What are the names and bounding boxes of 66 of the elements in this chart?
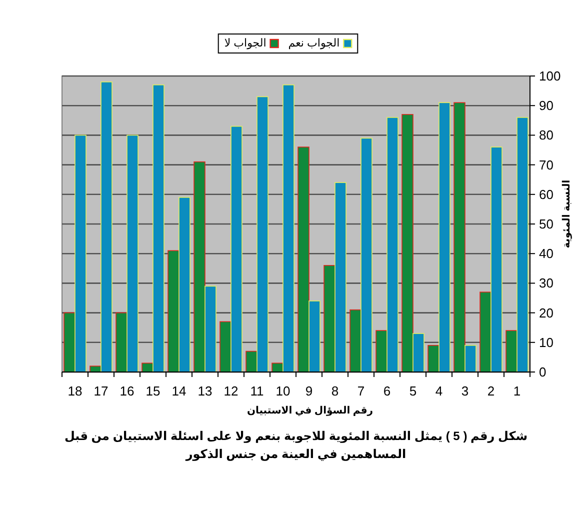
bar: [516, 117, 528, 372]
bar: [168, 250, 180, 372]
x-tick-label: 15: [146, 384, 160, 398]
bar: [282, 84, 294, 372]
bar: [64, 312, 76, 372]
bar: [490, 146, 502, 372]
y-tick-label: 60: [539, 186, 554, 202]
legend-label: الجواب لا: [224, 38, 266, 50]
x-axis-title: رقم السؤال في الاستبيان: [246, 406, 374, 416]
bar: [220, 321, 232, 372]
x-tick-label: 13: [198, 384, 212, 398]
bar: [74, 134, 86, 372]
x-tick-label: 5: [409, 384, 417, 398]
x-tick-label: 9: [305, 384, 313, 398]
bar: [178, 196, 190, 372]
y-tick-label: 90: [539, 98, 554, 114]
bar: [308, 300, 320, 372]
x-tick-label: 18: [68, 384, 82, 398]
x-tick-label: 16: [120, 384, 134, 398]
y-tick-label: 70: [539, 157, 554, 172]
x-tick-label: 12: [224, 384, 238, 398]
bar: [298, 146, 310, 372]
x-tick-label: 7: [357, 384, 365, 398]
bar: [454, 102, 466, 372]
y-tick-label: 20: [539, 305, 554, 320]
bar: [194, 161, 206, 372]
y-tick-label: 40: [539, 246, 554, 262]
bar: [360, 138, 372, 372]
y-tick-label: 30: [539, 276, 554, 291]
bar: [376, 330, 388, 372]
x-tick-label: 4: [435, 384, 443, 398]
x-tick-label: 2: [487, 384, 495, 398]
bar: [230, 126, 242, 372]
bar: [412, 333, 424, 372]
x-tick-label: 3: [461, 384, 469, 398]
bar: [480, 292, 492, 372]
bar: [464, 344, 476, 372]
bar: [100, 82, 112, 372]
x-tick-label: 10: [276, 384, 290, 398]
bar: [506, 330, 518, 372]
bar: [256, 96, 268, 372]
y-tick-label: 0: [539, 364, 546, 380]
bar: [350, 309, 362, 372]
y-tick-label: 50: [539, 216, 554, 232]
text: شكل رقم ( 5 ) يمثل النسبة المئوية للاجوبة بنعم ولا على اسئلة الاستبيان من قبل المساهمين في العينة من جنس الذكور: [63, 428, 529, 463]
x-tick-label: 8: [331, 384, 339, 398]
x-tick-label: 6: [383, 384, 391, 398]
bar: [116, 312, 128, 372]
y-tick-label: 100: [539, 68, 561, 84]
bar: [334, 182, 346, 372]
y-axis-title: النسبة المئوية: [562, 180, 572, 248]
x-tick-label: 14: [172, 384, 186, 398]
x-tick-label: 17: [94, 384, 108, 398]
bar: [402, 114, 414, 372]
y-tick-label: 80: [539, 128, 554, 143]
bar: [152, 84, 164, 372]
bar: [428, 344, 440, 372]
bar: [126, 134, 138, 372]
bar: [438, 102, 450, 372]
legend-label: الجواب نعم: [288, 38, 340, 50]
x-tick-label: 1: [513, 384, 521, 398]
x-tick-label: 11: [250, 384, 264, 398]
bar: [204, 286, 216, 372]
bar: [386, 117, 398, 372]
y-tick-label: 10: [539, 334, 554, 350]
bar: [324, 265, 336, 372]
